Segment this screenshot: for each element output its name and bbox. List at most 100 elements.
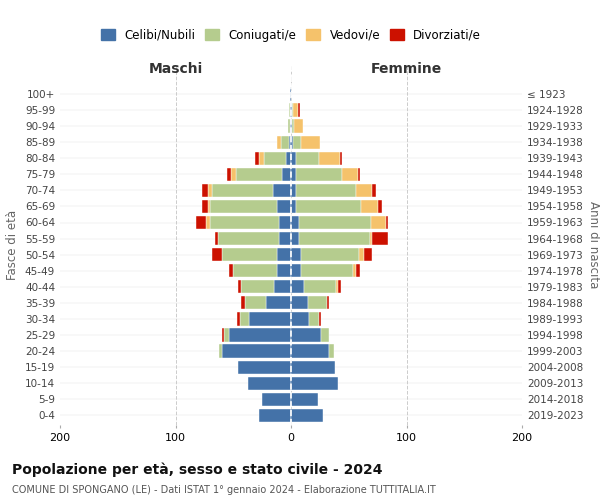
Bar — [291, 360, 335, 374]
Bar — [229, 264, 233, 278]
Bar — [218, 232, 280, 245]
Bar — [386, 216, 388, 229]
Bar — [291, 409, 323, 422]
Bar — [291, 248, 301, 261]
Bar — [299, 232, 370, 245]
Y-axis label: Anni di nascita: Anni di nascita — [587, 202, 600, 288]
Bar — [358, 168, 360, 181]
Bar — [215, 232, 218, 245]
Bar — [319, 312, 321, 326]
Text: Femmine: Femmine — [371, 62, 442, 76]
Bar — [291, 296, 308, 310]
Bar — [248, 376, 291, 390]
Bar — [208, 200, 210, 213]
Bar — [237, 312, 240, 326]
Bar — [259, 152, 265, 165]
Bar — [277, 264, 291, 278]
Bar — [329, 344, 334, 358]
Bar — [291, 184, 296, 197]
Bar — [370, 232, 372, 245]
Bar — [353, 264, 356, 278]
Bar — [310, 312, 319, 326]
Bar — [266, 296, 291, 310]
Bar — [231, 168, 236, 181]
Bar — [277, 136, 281, 148]
Bar — [301, 136, 320, 148]
Bar — [291, 328, 321, 342]
Bar — [336, 280, 338, 293]
Bar — [319, 152, 340, 165]
Bar — [321, 328, 329, 342]
Bar — [286, 152, 291, 165]
Bar — [299, 216, 371, 229]
Bar — [289, 136, 291, 148]
Bar — [291, 120, 292, 132]
Bar — [291, 280, 304, 293]
Bar — [291, 168, 296, 181]
Y-axis label: Fasce di età: Fasce di età — [7, 210, 19, 280]
Bar — [292, 120, 295, 132]
Bar — [296, 184, 356, 197]
Bar — [291, 136, 293, 148]
Bar — [304, 280, 336, 293]
Bar — [229, 328, 291, 342]
Bar — [308, 296, 327, 310]
Bar — [282, 168, 291, 181]
Bar — [220, 344, 222, 358]
Bar — [262, 392, 291, 406]
Bar — [210, 200, 277, 213]
Bar — [327, 296, 329, 310]
Bar — [291, 200, 296, 213]
Bar — [202, 184, 208, 197]
Bar — [356, 264, 360, 278]
Bar — [340, 152, 342, 165]
Bar — [290, 104, 291, 117]
Bar — [372, 184, 376, 197]
Bar — [298, 104, 300, 117]
Bar — [236, 168, 282, 181]
Bar — [289, 104, 290, 117]
Bar — [259, 409, 291, 422]
Bar — [296, 152, 319, 165]
Bar — [301, 264, 353, 278]
Text: Maschi: Maschi — [148, 62, 203, 76]
Bar — [291, 344, 329, 358]
Bar — [222, 328, 224, 342]
Bar — [272, 184, 291, 197]
Bar — [245, 296, 266, 310]
Bar — [233, 264, 277, 278]
Bar — [210, 216, 280, 229]
Bar — [296, 200, 361, 213]
Bar — [265, 152, 286, 165]
Bar — [293, 136, 301, 148]
Bar — [277, 200, 291, 213]
Bar — [274, 280, 291, 293]
Bar — [296, 168, 342, 181]
Bar — [291, 232, 299, 245]
Bar — [227, 168, 231, 181]
Bar — [291, 216, 299, 229]
Bar — [301, 248, 359, 261]
Bar — [338, 280, 341, 293]
Bar — [212, 248, 222, 261]
Text: COMUNE DI SPONGANO (LE) - Dati ISTAT 1° gennaio 2024 - Elaborazione TUTTITALIA.I: COMUNE DI SPONGANO (LE) - Dati ISTAT 1° … — [12, 485, 436, 495]
Bar — [291, 376, 338, 390]
Bar — [342, 168, 358, 181]
Bar — [238, 360, 291, 374]
Bar — [364, 248, 372, 261]
Bar — [287, 120, 290, 132]
Bar — [222, 248, 277, 261]
Bar — [212, 184, 272, 197]
Bar — [255, 152, 259, 165]
Bar — [238, 280, 241, 293]
Bar — [372, 232, 388, 245]
Bar — [241, 280, 274, 293]
Bar — [291, 104, 292, 117]
Bar — [293, 104, 298, 117]
Bar — [240, 312, 250, 326]
Bar — [290, 120, 291, 132]
Bar — [377, 200, 382, 213]
Text: Popolazione per età, sesso e stato civile - 2024: Popolazione per età, sesso e stato civil… — [12, 462, 383, 477]
Bar — [291, 312, 310, 326]
Bar — [206, 216, 210, 229]
